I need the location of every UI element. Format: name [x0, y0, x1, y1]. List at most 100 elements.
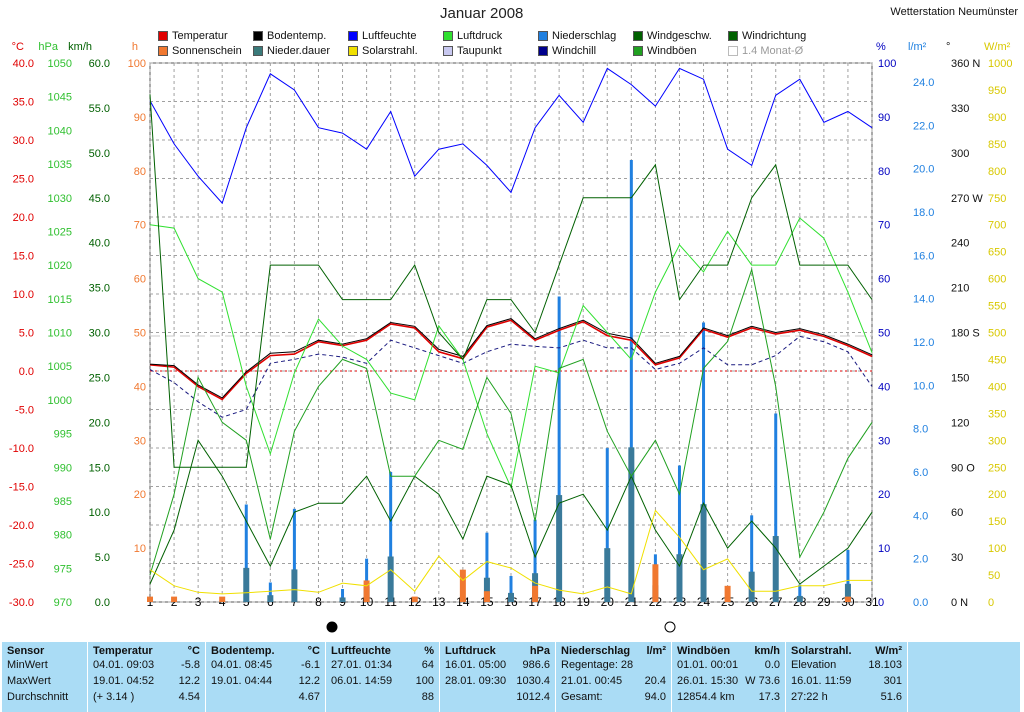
axis-tick-label: 4.0: [913, 510, 928, 522]
stats-empty: [908, 642, 1020, 712]
legend-label: Solarstrahl.: [362, 45, 418, 57]
legend-item-2: Bodentemp.: [253, 30, 326, 42]
axis-tick-label: 650: [988, 247, 1006, 259]
axis-tick-label: 70: [878, 220, 890, 232]
legend-label: Nieder.dauer: [267, 45, 330, 57]
legend-label: Luftdruck: [457, 30, 503, 42]
sunshine-bar: [171, 596, 178, 602]
legend-swatch: [253, 31, 263, 41]
legend-item-3: Nieder.dauer: [253, 45, 330, 57]
stats-luftfeuchte: Luftfeuchte% 27.01. 01:34 64 06.01. 14:59 10…: [326, 642, 440, 712]
stats-row: 27:22 h 51.6: [791, 691, 902, 703]
axis-tick-label: 120: [951, 417, 969, 429]
axis-tick-label: 550: [988, 301, 1006, 313]
moon-full-icon: [664, 621, 676, 633]
stats-solarstrahl: Solarstrahl. W/m² Elevation 18.103 16.01. 11…: [786, 642, 908, 712]
legend-label: Taupunkt: [457, 45, 502, 57]
stats-temperatur: Temperatur °C 04.01. 09:03 -5.8 19.01. 04:52…: [88, 642, 206, 712]
precip-duration-bar: [628, 447, 635, 602]
axis-tick-label: 20: [878, 489, 890, 501]
moon-new-icon: [326, 621, 338, 633]
axis-tick-label: 10: [134, 543, 146, 555]
axis-tick-label: 0: [988, 597, 994, 609]
stats-header: Solarstrahl. W/m²: [791, 645, 902, 657]
precip-bar: [509, 576, 513, 602]
axis-tick-label: 1010: [48, 328, 72, 340]
axis-tick-label: 50: [134, 328, 146, 340]
stats-header: Temperatur °C: [93, 645, 200, 657]
x-tick-label: 19: [577, 595, 591, 609]
legend-item-12: Windrichtung: [728, 30, 806, 42]
axis-tick-label: 1025: [48, 226, 72, 238]
series-line-taupunkt: [149, 335, 873, 418]
x-tick-label: 13: [432, 595, 446, 609]
axis-tick-label: 15.0: [89, 462, 110, 474]
stats-row: 04.01. 08:45 -6.1: [211, 659, 320, 671]
axis-tick-label: 100: [878, 58, 896, 70]
axis-tick-label: 45.0: [89, 193, 110, 205]
axis-tick-label: 20.0: [13, 212, 34, 224]
axis-tick-label: 40: [878, 381, 890, 393]
legend-item-11: Windböen: [633, 45, 697, 57]
legend-swatch: [538, 46, 548, 56]
axis-unit-label: h: [132, 41, 138, 53]
stats-label: MinWert: [7, 659, 48, 671]
axis-tick-label: 50: [988, 570, 1000, 582]
axis-tick-label: 950: [988, 85, 1006, 97]
axis-tick-label: 40: [134, 381, 146, 393]
stats-header: Luftfeuchte%: [331, 645, 434, 657]
axis-tick-label: 18.0: [913, 207, 934, 219]
stats-row: 01.01. 00:01 0.0: [677, 659, 780, 671]
stats-row: 26.01. 15:30 W 73.6: [677, 675, 780, 687]
legend-swatch: [538, 31, 548, 41]
axis-tick-label: 0.0: [95, 597, 110, 609]
precip-bar: [268, 582, 272, 602]
precip-bar: [244, 504, 248, 602]
stats-row: 16.01. 05:00 986.6: [445, 659, 550, 671]
chart-title: Januar 2008: [440, 5, 524, 22]
sunshine-bar: [483, 591, 490, 602]
stats-header: Sensor: [7, 645, 45, 657]
axis-tick-label: 210: [951, 283, 969, 295]
series-line-windgeschw: [149, 439, 873, 585]
precip-bar: [750, 515, 754, 602]
axis-tick-label: 1020: [48, 260, 72, 272]
axis-tick-label: 1050: [48, 58, 72, 70]
legend-item-8: Niederschlag: [538, 30, 616, 42]
legend-label: Sonnenschein: [172, 45, 242, 57]
axis-tick-label: 750: [988, 193, 1006, 205]
axis-tick-label: 16.0: [913, 250, 934, 262]
stats-row: 27.01. 01:34 64: [331, 659, 434, 671]
stats-label: MaxWert: [7, 675, 51, 687]
legend-swatch: [728, 31, 738, 41]
precip-bar: [846, 550, 850, 602]
legend-swatch: [253, 46, 263, 56]
precip-bar: [605, 448, 609, 602]
axis-tick-label: 8.0: [913, 424, 928, 436]
stats-table: Sensor MinWert MaxWert Durchschnitt Temp…: [2, 642, 1020, 712]
axis-tick-label: 10.0: [913, 380, 934, 392]
axis-tick-label: 15.0: [13, 251, 34, 263]
axis-tick-label: 14.0: [913, 294, 934, 306]
stats-row: Gesamt: 94.0: [561, 691, 666, 703]
stats-header: Windböen km/h: [677, 645, 780, 657]
axis-tick-label: 30: [951, 552, 963, 564]
precip-bar: [533, 519, 537, 602]
axis-tick-label: 1035: [48, 159, 72, 171]
axis-tick-label: 40.0: [89, 238, 110, 250]
precip-duration-bar: [604, 548, 611, 602]
legend-label: Niederschlag: [552, 30, 617, 42]
legend-swatch: [633, 31, 643, 41]
legend-swatch: [158, 46, 168, 56]
sunshine-bar: [411, 596, 418, 602]
precip-bar: [702, 322, 706, 602]
stats-header: Luftdruck hPa: [445, 645, 550, 657]
stats-row: 4.67: [298, 691, 320, 703]
precip-duration-bar: [508, 592, 514, 602]
axis-tick-label: -30.0: [9, 597, 34, 609]
axis-tick-label: 250: [988, 462, 1006, 474]
axis-tick-label: 0.0: [19, 366, 34, 378]
legend-swatch: [633, 46, 643, 56]
stats-row: 12854.4 km 17.3: [677, 691, 780, 703]
axis-tick-label: 300: [988, 435, 1006, 447]
